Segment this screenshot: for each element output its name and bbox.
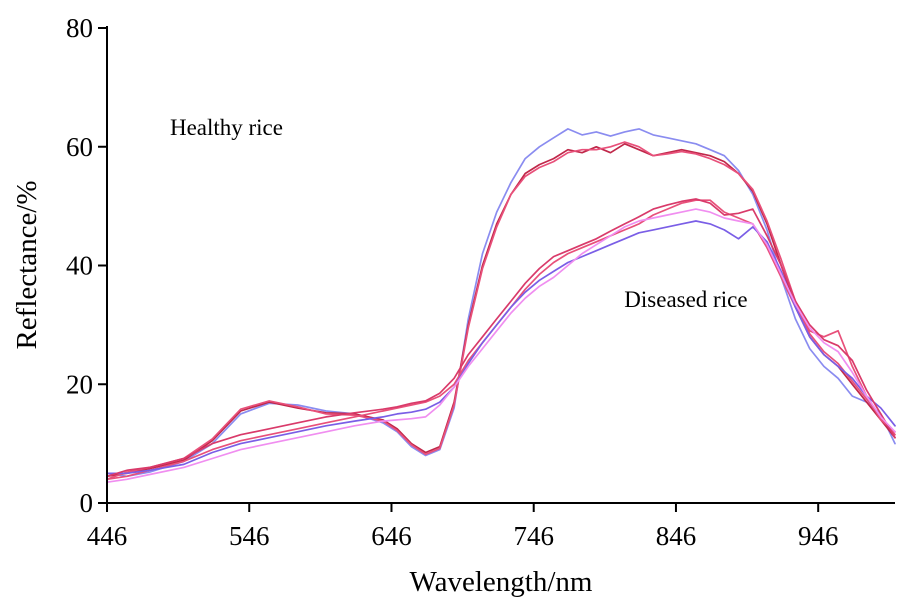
y-tick-label-80: 80 (66, 13, 93, 43)
x-tick-label-446: 446 (87, 521, 128, 551)
series-line-healthy-1 (106, 128, 896, 478)
ticks-layer: 446 546 646 746 846 946 0 20 40 60 80 (66, 13, 838, 551)
y-tick-label-0: 0 (80, 488, 94, 518)
series-layer (106, 128, 896, 484)
series-line-diseased-6 (106, 198, 896, 478)
y-tick-label-20: 20 (66, 369, 93, 399)
series-line-healthy-3 (106, 141, 896, 481)
x-tick-label-946: 946 (798, 521, 839, 551)
y-tick-label-40: 40 (66, 251, 93, 281)
x-axis-title: Wavelength/nm (410, 566, 593, 598)
series-line-diseased-7 (106, 208, 896, 484)
x-tick-label-646: 646 (371, 521, 412, 551)
x-tick-label-846: 846 (656, 521, 697, 551)
series-line-diseased-5 (106, 220, 896, 475)
x-tick-label-746: 746 (513, 521, 554, 551)
x-tick-label-546: 546 (229, 521, 270, 551)
annotation-healthy-rice: Healthy rice (170, 115, 283, 140)
annotation-diseased-rice: Diseased rice (624, 287, 747, 312)
series-line-diseased-4 (106, 199, 896, 481)
y-axis-title: Reflectance/% (11, 180, 43, 349)
y-tick-label-60: 60 (66, 132, 93, 162)
annotation-layer: Healthy rice Diseased rice (170, 115, 748, 312)
